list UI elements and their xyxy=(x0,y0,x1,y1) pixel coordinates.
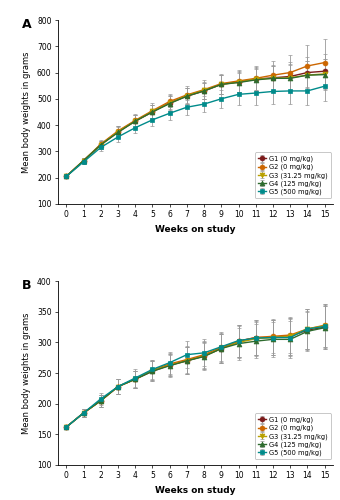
Y-axis label: Mean body weights in grams: Mean body weights in grams xyxy=(22,312,31,434)
Legend: G1 (0 mg/kg), G2 (0 mg/kg), G3 (31.25 mg/kg), G4 (125 mg/kg), G5 (500 mg/kg): G1 (0 mg/kg), G2 (0 mg/kg), G3 (31.25 mg… xyxy=(255,152,331,198)
X-axis label: Weeks on study: Weeks on study xyxy=(155,486,236,495)
Text: B: B xyxy=(22,280,32,292)
X-axis label: Weeks on study: Weeks on study xyxy=(155,224,236,234)
Legend: G1 (0 mg/kg), G2 (0 mg/kg), G3 (31.25 mg/kg), G4 (125 mg/kg), G5 (500 mg/kg): G1 (0 mg/kg), G2 (0 mg/kg), G3 (31.25 mg… xyxy=(255,414,331,460)
Text: A: A xyxy=(22,18,32,31)
Y-axis label: Mean body weights in grams: Mean body weights in grams xyxy=(22,51,31,172)
